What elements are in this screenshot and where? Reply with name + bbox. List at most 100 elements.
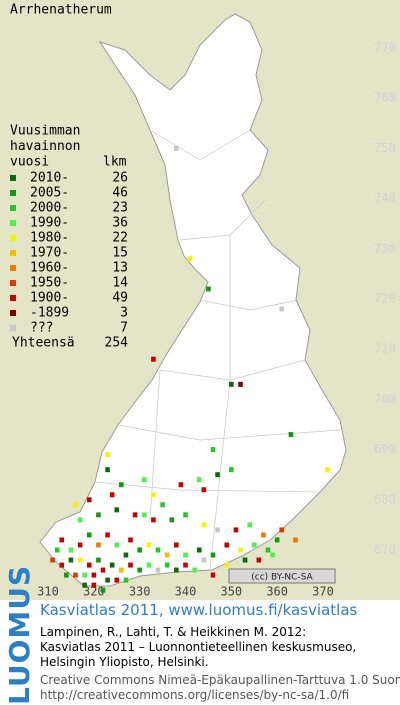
legend-label: 1970- xyxy=(30,246,69,261)
record-square xyxy=(146,542,152,548)
legend-swatch xyxy=(10,235,16,241)
x-tick-label: 350 xyxy=(220,585,242,599)
record-square xyxy=(132,512,138,518)
record-square xyxy=(68,557,74,563)
x-tick-label: 360 xyxy=(266,585,288,599)
record-square xyxy=(54,547,60,553)
record-square xyxy=(105,577,110,583)
legend-header: havainnon xyxy=(10,139,80,154)
record-square xyxy=(114,507,120,513)
y-tick-label: 760 xyxy=(374,91,396,105)
y-tick-label: 740 xyxy=(374,191,396,205)
record-square xyxy=(96,557,101,563)
y-tick-label: 690 xyxy=(374,442,396,456)
record-square xyxy=(325,467,330,473)
record-square xyxy=(64,572,69,578)
legend-count-header: lkm xyxy=(103,155,127,170)
legend-label: 2005- xyxy=(30,186,69,201)
record-square xyxy=(224,562,230,568)
record-square xyxy=(105,452,110,458)
record-square xyxy=(206,286,211,292)
legend-count: 49 xyxy=(112,291,128,306)
legend-total: 254 xyxy=(105,336,129,351)
record-square xyxy=(77,557,83,563)
record-square xyxy=(123,577,129,583)
legend-count: 7 xyxy=(120,321,128,336)
footer: LUOMUS Kasviatlas 2011, www.luomus.fi/ka… xyxy=(0,564,400,705)
license-badge-text: (cc) BY-NC-SA xyxy=(251,573,313,583)
citation-line: Kasviatlas 2011 – Luonnontieteellinen ke… xyxy=(40,640,357,654)
record-square xyxy=(119,567,124,573)
record-square xyxy=(141,512,147,518)
record-square xyxy=(86,562,92,568)
legend-label: 2010- xyxy=(30,171,69,186)
legend-count: 23 xyxy=(112,201,128,216)
record-square xyxy=(288,432,294,438)
legend-swatch xyxy=(10,265,16,271)
y-tick-label: 720 xyxy=(374,292,396,306)
legend-swatch xyxy=(10,280,16,286)
legend-count: 22 xyxy=(112,231,128,246)
legend-swatch xyxy=(10,175,16,181)
license-line: Creative Commons Nimeä-Epäkaupallinen-Ta… xyxy=(40,673,400,687)
x-tick-label: 330 xyxy=(129,585,151,599)
record-square xyxy=(238,547,243,553)
record-square xyxy=(293,537,298,543)
record-square xyxy=(265,547,271,553)
record-square xyxy=(91,572,97,578)
record-square xyxy=(261,532,266,538)
y-tick-label: 750 xyxy=(374,141,396,155)
record-square xyxy=(109,492,115,498)
logo: LUOMUS xyxy=(3,564,36,705)
record-square xyxy=(229,467,234,473)
legend-swatch xyxy=(10,295,16,301)
record-square xyxy=(187,256,193,262)
record-square xyxy=(196,477,202,483)
legend-label: 1990- xyxy=(30,216,69,231)
record-square xyxy=(155,567,161,573)
record-square xyxy=(210,447,216,453)
record-square xyxy=(105,467,110,473)
record-square xyxy=(164,562,170,568)
record-square xyxy=(119,482,124,488)
legend-label: 2000- xyxy=(30,201,69,216)
record-square xyxy=(77,542,83,548)
record-square xyxy=(201,487,207,493)
record-square xyxy=(151,517,156,523)
record-square xyxy=(123,552,129,558)
record-square xyxy=(279,306,285,312)
record-square xyxy=(146,562,152,568)
legend-count: 15 xyxy=(112,246,128,261)
record-square xyxy=(50,557,55,563)
record-square xyxy=(274,537,280,543)
y-tick-label: 670 xyxy=(374,543,396,557)
record-square xyxy=(114,542,120,548)
record-square xyxy=(86,497,92,503)
legend-label: ??? xyxy=(30,321,53,336)
record-square xyxy=(73,572,78,578)
legend-swatch xyxy=(10,190,16,196)
record-square xyxy=(174,542,179,548)
legend-label: 1980- xyxy=(30,231,69,246)
citation-line: Lampinen, R., Lahti, T. & Heikkinen M. 2… xyxy=(40,625,307,639)
record-square xyxy=(109,562,115,568)
record-square xyxy=(77,517,83,523)
record-square xyxy=(96,512,101,518)
legend-label: 1960- xyxy=(30,261,69,276)
record-square xyxy=(160,502,165,508)
record-square xyxy=(100,587,106,593)
y-tick-label: 730 xyxy=(374,241,396,255)
record-square xyxy=(137,567,142,573)
record-square xyxy=(91,582,97,588)
legend-header: vuosi xyxy=(10,155,49,170)
record-square xyxy=(210,572,216,578)
record-square xyxy=(233,527,239,533)
record-square xyxy=(201,557,207,563)
legend-header: Vuusimman xyxy=(10,124,80,139)
record-square xyxy=(229,381,234,387)
record-square xyxy=(192,567,197,573)
record-square xyxy=(128,537,133,543)
record-square xyxy=(247,522,252,528)
